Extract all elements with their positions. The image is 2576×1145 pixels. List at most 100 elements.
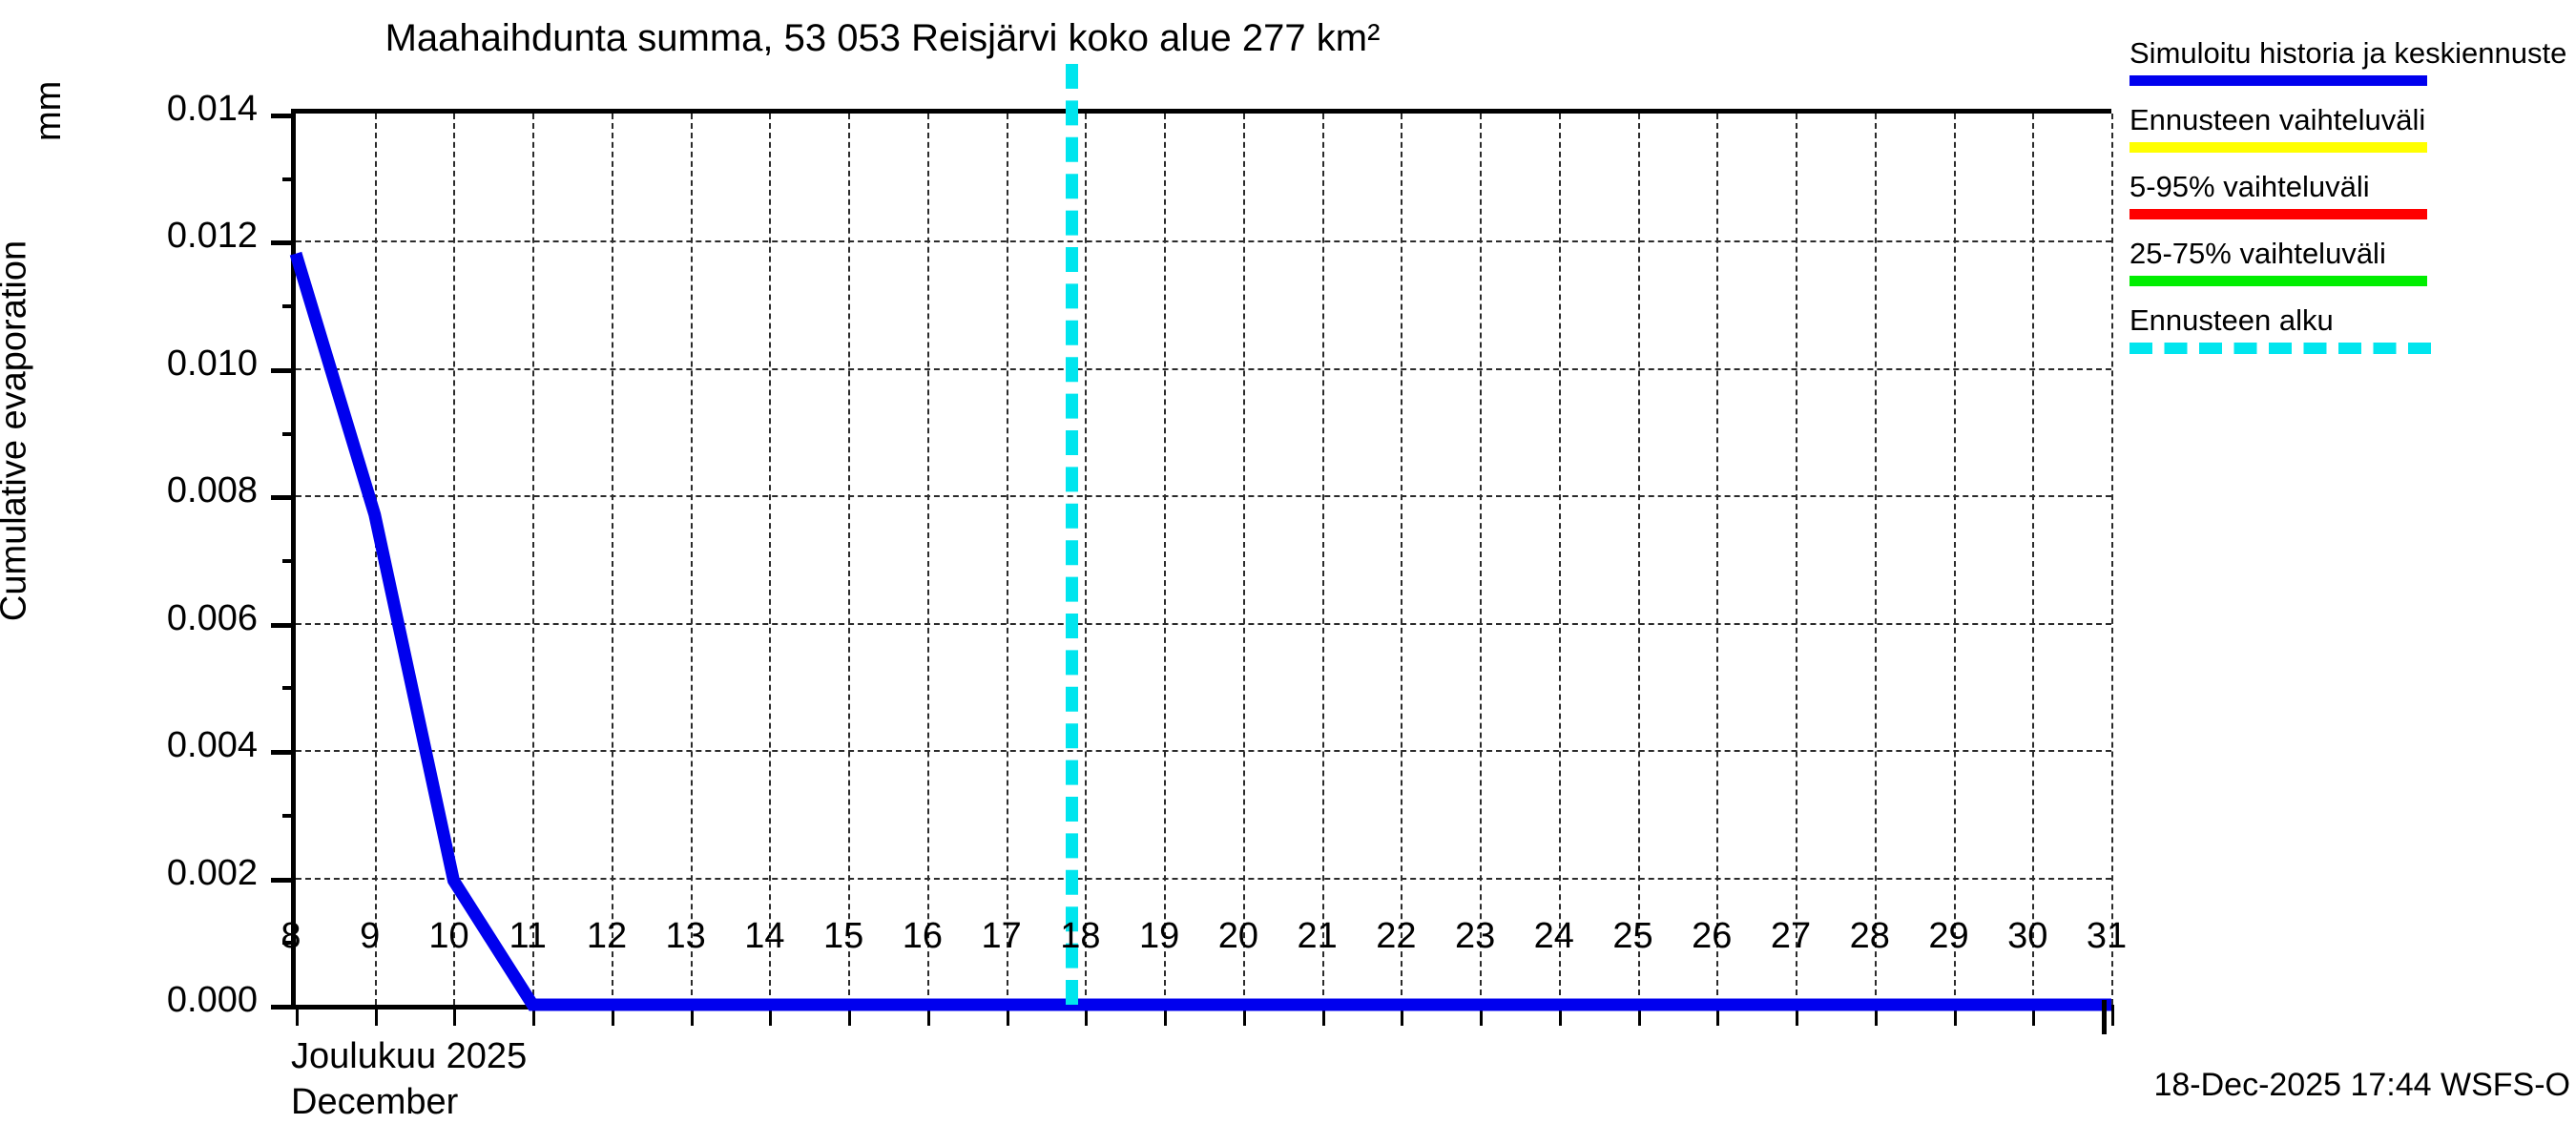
- x-axis-tick-label: 15: [823, 916, 864, 956]
- y-axis-tick: [271, 240, 296, 246]
- x-axis-caption-english: December: [291, 1082, 459, 1122]
- plot-area: [271, 64, 2114, 1026]
- gridline-horizontal: [296, 240, 2111, 243]
- gridline-vertical: [1242, 114, 1245, 1005]
- legend-label: Ennusteen alku: [2129, 303, 2334, 337]
- y-axis-tick-label: 0.010: [166, 343, 258, 384]
- x-axis-tick: [1321, 1005, 1325, 1026]
- forecast-start-line: [1065, 64, 1078, 1005]
- series-line-simuloitu-historia: [289, 251, 2111, 1011]
- gridline-vertical: [1006, 114, 1008, 1005]
- x-axis-tick-label: 14: [744, 916, 785, 956]
- timestamp-footer: 18-Dec-2025 17:44 WSFS-O: [2153, 1067, 2570, 1103]
- gridline-horizontal: [296, 367, 2111, 370]
- x-axis-tick-label: 25: [1612, 916, 1653, 956]
- y-axis-tick: [271, 495, 296, 501]
- gridline-vertical: [1716, 114, 1719, 1005]
- legend-entry: 5-95% vaihteluväli: [2129, 170, 2576, 219]
- plot-inner: [271, 64, 2114, 1026]
- gridline-vertical: [769, 114, 772, 1005]
- x-axis-tick: [1242, 1005, 1246, 1026]
- y-axis-tick-label: 0.012: [166, 216, 258, 257]
- legend-swatch: [2129, 142, 2427, 153]
- y-axis-tick-label: 0.000: [166, 980, 258, 1020]
- gridline-horizontal: [296, 622, 2111, 625]
- gridline-vertical: [926, 114, 929, 1005]
- x-axis-tick-label: 10: [428, 916, 469, 956]
- series-layer: [289, 251, 2111, 1011]
- y-axis-tick: [271, 1005, 296, 1010]
- x-axis-tick: [1874, 1005, 1878, 1026]
- gridline-vertical: [2032, 114, 2035, 1005]
- y-axis-tick: [271, 750, 296, 756]
- x-axis-tick-label: 22: [1376, 916, 1417, 956]
- x-axis-tick-label: 18: [1060, 916, 1101, 956]
- x-axis-tick-label: 11: [509, 916, 547, 956]
- legend-swatch: [2129, 343, 2431, 354]
- x-axis-tick-label: 24: [1533, 916, 1574, 956]
- x-axis-tick-label: 29: [1928, 916, 1969, 956]
- gridline-horizontal: [296, 877, 2111, 880]
- legend-label: Simuloitu historia ja keskiennuste: [2129, 36, 2567, 70]
- x-axis-tick-label: 13: [665, 916, 706, 956]
- x-axis-tick: [374, 1005, 378, 1026]
- x-axis-tick: [1085, 1005, 1089, 1026]
- x-axis-tick: [1796, 1005, 1799, 1026]
- y-axis-minor-tick: [282, 304, 296, 309]
- x-axis-tick-label: 8: [280, 916, 301, 956]
- gridline-vertical: [532, 114, 535, 1005]
- x-axis-tick-label: 21: [1297, 916, 1338, 956]
- x-axis-tick-label: 28: [1849, 916, 1890, 956]
- y-axis-minor-tick: [282, 941, 296, 946]
- x-axis-tick: [769, 1005, 773, 1026]
- gridline-vertical: [848, 114, 851, 1005]
- legend-entry: Ennusteen vaihteluväli: [2129, 103, 2576, 153]
- gridline-vertical: [1085, 114, 1088, 1005]
- gridline-vertical: [374, 114, 377, 1005]
- y-axis-tick: [271, 877, 296, 883]
- y-axis-tick-label: 0.004: [166, 725, 258, 766]
- gridline-vertical: [1637, 114, 1640, 1005]
- y-axis-tick: [271, 622, 296, 628]
- x-axis-tick: [296, 1005, 299, 1026]
- x-axis-tick: [1480, 1005, 1484, 1026]
- gridline-vertical: [1874, 114, 1877, 1005]
- gridline-vertical: [1401, 114, 1403, 1005]
- legend-swatch: [2129, 276, 2427, 286]
- gridline-horizontal: [296, 750, 2111, 753]
- gridline-vertical: [2111, 114, 2113, 1005]
- legend-label: 25-75% vaihteluväli: [2129, 237, 2386, 270]
- y-axis-tick-label: 0.006: [166, 597, 258, 638]
- gridline-horizontal: [296, 495, 2111, 498]
- x-axis-tick: [1953, 1005, 1957, 1026]
- legend: Simuloitu historia ja keskiennuste Ennust…: [2129, 36, 2576, 371]
- legend-swatch: [2129, 209, 2427, 219]
- y-axis-minor-tick: [282, 813, 296, 818]
- x-axis-caption-finnish: Joulukuu 2025: [291, 1036, 528, 1076]
- x-axis-tick-label: 31: [2086, 916, 2128, 956]
- x-axis-tick: [453, 1005, 457, 1026]
- y-axis-tick: [271, 367, 296, 373]
- page-title: Maahaihdunta summa, 53 053 Reisjärvi kok…: [384, 17, 1381, 59]
- gridline-vertical: [1953, 114, 1956, 1005]
- gridline-vertical: [1321, 114, 1324, 1005]
- gridline-vertical: [1558, 114, 1561, 1005]
- x-axis-tick: [1716, 1005, 1720, 1026]
- legend-entry: Ennusteen alku: [2129, 303, 2576, 354]
- x-axis-tick-label: 27: [1770, 916, 1812, 956]
- y-axis-minor-tick: [282, 177, 296, 181]
- x-axis-tick: [1558, 1005, 1562, 1026]
- x-axis-tick-label: 30: [2007, 916, 2048, 956]
- y-axis-tick: [271, 114, 296, 118]
- gridline-vertical: [1480, 114, 1483, 1005]
- y-axis-tick-label: 0.008: [166, 470, 258, 511]
- x-axis-tick: [2032, 1005, 2036, 1026]
- x-axis-tick: [848, 1005, 852, 1026]
- x-axis-tick-label: 20: [1217, 916, 1258, 956]
- x-axis-tick-label: 12: [586, 916, 628, 956]
- gridline-vertical: [453, 114, 456, 1005]
- x-axis-tick: [611, 1005, 614, 1026]
- legend-label: 5-95% vaihteluväli: [2129, 170, 2370, 203]
- legend-label: Ennusteen vaihteluväli: [2129, 103, 2426, 136]
